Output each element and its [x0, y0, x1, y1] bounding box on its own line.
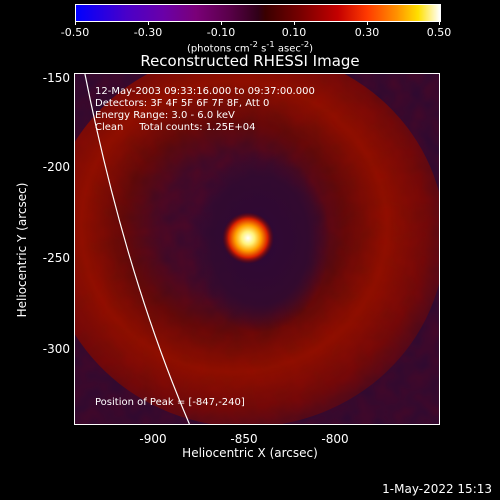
- colorbar-units-part: ): [309, 43, 314, 55]
- colorbar-tick-label: 0.10: [281, 26, 307, 39]
- colorbar: [75, 4, 441, 22]
- y-axis-label: Heliocentric Y (arcsec): [15, 182, 29, 318]
- plot-title: Reconstructed RHESSI Image: [140, 52, 360, 70]
- x-axis-label: Heliocentric X (arcsec): [182, 446, 318, 460]
- colorbar-tick-label: -0.30: [133, 26, 163, 39]
- colorbar-units-exponent: -1: [266, 39, 275, 49]
- info-energy-range: Energy Range: 3.0 - 6.0 keV: [95, 110, 235, 121]
- colorbar-units-part: asec: [274, 43, 301, 55]
- timestamp: 1-May-2022 15:13: [382, 482, 492, 496]
- colorbar-units-part: s: [257, 43, 267, 55]
- image-plot-frame: 12-May-2003 09:33:16.000 to 09:37:00.000…: [74, 73, 440, 425]
- x-tick-label: -800: [321, 432, 349, 446]
- y-tick-label: -250: [42, 251, 70, 265]
- colorbar-units: (photons cm-2 s-1 asec-2): [0, 39, 500, 54]
- colorbar-tickmark: [221, 21, 222, 25]
- y-tick-label: -150: [42, 71, 70, 85]
- y-tick-label: -200: [42, 160, 70, 174]
- y-tick-label: -300: [42, 342, 70, 356]
- colorbar-tick-label: 0.30: [354, 26, 380, 39]
- peak-position-label: Position of Peak = [-847,-240]: [95, 397, 245, 408]
- info-detectors: Detectors: 3F 4F 5F 6F 7F 8F, Att 0: [95, 98, 270, 109]
- colorbar-tickmark: [439, 21, 440, 25]
- colorbar-tickmark: [148, 21, 149, 25]
- limb-curve: [84, 74, 190, 424]
- colorbar-tick-label: -0.50: [60, 26, 90, 39]
- x-tick-label: -850: [230, 432, 258, 446]
- colorbar-tickmark: [294, 21, 295, 25]
- colorbar-tickmark: [367, 21, 368, 25]
- colorbar-units-part: (photons cm: [186, 43, 250, 55]
- colorbar-tickmark: [75, 21, 76, 25]
- colorbar-units-exponent: -2: [249, 39, 258, 49]
- colorbar-units-exponent: -2: [300, 39, 310, 49]
- info-time-range: 12-May-2003 09:33:16.000 to 09:37:00.000: [95, 86, 315, 97]
- info-counts: Clean Total counts: 1.25E+04: [95, 122, 256, 133]
- x-tick-label: -900: [139, 432, 167, 446]
- colorbar-tick-label: -0.10: [206, 26, 236, 39]
- colorbar-tick-label: 0.50: [426, 26, 452, 39]
- rhessi-image: [75, 74, 439, 424]
